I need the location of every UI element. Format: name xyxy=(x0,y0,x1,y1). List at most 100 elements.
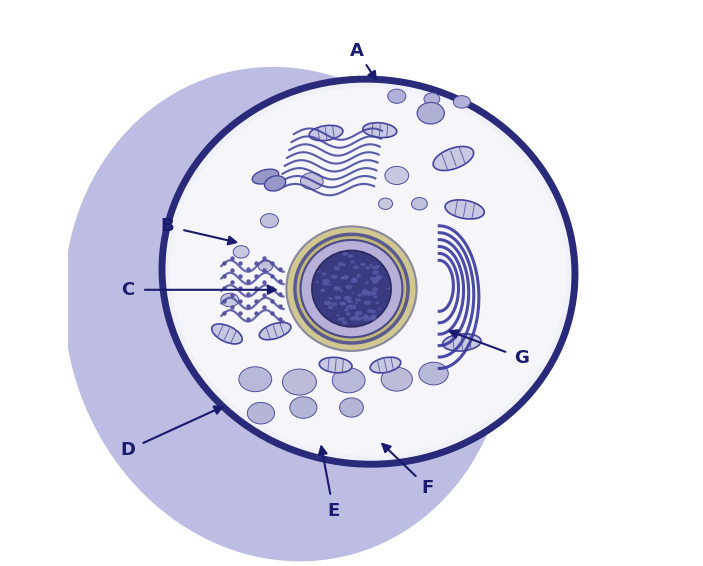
Ellipse shape xyxy=(334,267,340,271)
Ellipse shape xyxy=(328,306,333,309)
Ellipse shape xyxy=(354,311,362,316)
Ellipse shape xyxy=(370,266,374,268)
Ellipse shape xyxy=(341,302,346,305)
Ellipse shape xyxy=(258,260,273,272)
Ellipse shape xyxy=(323,279,330,284)
Ellipse shape xyxy=(375,275,382,280)
Ellipse shape xyxy=(370,291,377,295)
Ellipse shape xyxy=(363,123,396,138)
Ellipse shape xyxy=(370,277,375,280)
Ellipse shape xyxy=(349,305,356,310)
Ellipse shape xyxy=(342,321,347,324)
Ellipse shape xyxy=(374,277,381,281)
Ellipse shape xyxy=(350,278,358,283)
Ellipse shape xyxy=(369,316,377,320)
Ellipse shape xyxy=(350,316,357,321)
Ellipse shape xyxy=(260,213,278,228)
Ellipse shape xyxy=(323,282,328,286)
Ellipse shape xyxy=(301,173,323,190)
Ellipse shape xyxy=(373,266,378,270)
Text: E: E xyxy=(328,501,340,520)
Ellipse shape xyxy=(381,367,413,391)
Ellipse shape xyxy=(309,125,343,141)
Ellipse shape xyxy=(417,102,444,124)
Ellipse shape xyxy=(355,302,358,304)
Ellipse shape xyxy=(352,277,356,280)
Ellipse shape xyxy=(375,302,379,304)
Ellipse shape xyxy=(387,288,391,290)
Ellipse shape xyxy=(364,314,368,317)
Ellipse shape xyxy=(411,198,427,210)
Ellipse shape xyxy=(353,265,359,269)
Ellipse shape xyxy=(373,295,378,298)
Ellipse shape xyxy=(295,234,408,343)
Ellipse shape xyxy=(372,271,379,275)
Ellipse shape xyxy=(233,246,249,258)
Ellipse shape xyxy=(365,266,370,269)
Ellipse shape xyxy=(345,285,352,289)
Ellipse shape xyxy=(356,317,361,321)
Ellipse shape xyxy=(375,265,380,268)
Ellipse shape xyxy=(301,240,402,337)
Text: C: C xyxy=(122,281,134,299)
Ellipse shape xyxy=(361,291,368,295)
Ellipse shape xyxy=(433,147,474,170)
Ellipse shape xyxy=(419,362,449,385)
Text: B: B xyxy=(161,217,174,235)
Ellipse shape xyxy=(342,264,346,267)
Ellipse shape xyxy=(372,280,379,284)
Ellipse shape xyxy=(162,79,575,464)
Ellipse shape xyxy=(371,310,376,313)
Ellipse shape xyxy=(64,67,509,561)
Ellipse shape xyxy=(259,323,291,340)
Ellipse shape xyxy=(324,301,331,305)
Ellipse shape xyxy=(348,254,354,258)
Ellipse shape xyxy=(221,293,239,307)
Ellipse shape xyxy=(352,292,354,294)
Ellipse shape xyxy=(378,307,381,310)
Ellipse shape xyxy=(347,300,353,303)
Ellipse shape xyxy=(321,272,326,276)
Ellipse shape xyxy=(355,315,359,316)
Ellipse shape xyxy=(370,314,376,318)
Ellipse shape xyxy=(357,294,362,297)
Ellipse shape xyxy=(372,288,378,291)
Ellipse shape xyxy=(325,301,331,305)
Ellipse shape xyxy=(445,200,484,219)
Ellipse shape xyxy=(363,315,368,319)
Ellipse shape xyxy=(355,298,361,302)
Ellipse shape xyxy=(367,309,373,313)
Ellipse shape xyxy=(342,252,348,256)
Ellipse shape xyxy=(388,89,406,103)
Ellipse shape xyxy=(362,289,368,293)
Ellipse shape xyxy=(385,166,408,185)
Ellipse shape xyxy=(290,397,317,418)
Ellipse shape xyxy=(353,316,359,320)
Ellipse shape xyxy=(363,316,371,321)
Ellipse shape xyxy=(344,296,352,301)
Ellipse shape xyxy=(171,88,567,456)
Ellipse shape xyxy=(319,357,352,373)
Ellipse shape xyxy=(346,306,350,308)
Text: A: A xyxy=(350,42,364,60)
Ellipse shape xyxy=(331,275,337,279)
Text: G: G xyxy=(514,349,529,367)
Text: D: D xyxy=(120,441,136,459)
Ellipse shape xyxy=(335,295,341,299)
Ellipse shape xyxy=(356,276,360,278)
Ellipse shape xyxy=(333,286,341,291)
Ellipse shape xyxy=(342,275,349,280)
Ellipse shape xyxy=(283,369,316,395)
Ellipse shape xyxy=(239,367,271,392)
Ellipse shape xyxy=(363,301,371,305)
Ellipse shape xyxy=(366,292,372,295)
Ellipse shape xyxy=(247,402,275,424)
Ellipse shape xyxy=(312,251,391,327)
Ellipse shape xyxy=(340,290,343,292)
Ellipse shape xyxy=(339,319,342,320)
Ellipse shape xyxy=(252,169,278,184)
Ellipse shape xyxy=(365,281,369,284)
Ellipse shape xyxy=(333,368,365,393)
Ellipse shape xyxy=(347,305,352,307)
Ellipse shape xyxy=(321,289,325,292)
